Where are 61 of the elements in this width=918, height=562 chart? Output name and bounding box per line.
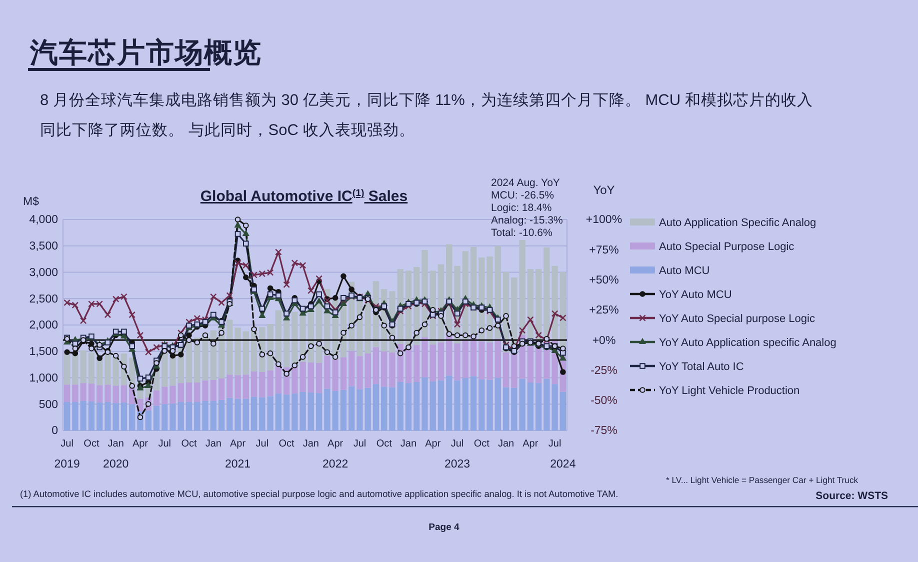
x-tick-label: Jan	[302, 438, 319, 450]
x-tick-label: Oct	[474, 438, 490, 450]
x-tick-label: Apr 2021	[224, 438, 251, 470]
x-tick-label: Jan	[498, 438, 514, 450]
x-tick-label: Oct	[181, 438, 197, 450]
legend-label: YoY Auto Application specific Analog	[659, 337, 836, 349]
y2-tick-label: -25%	[590, 364, 618, 377]
y2-tick-label: +50%	[589, 274, 619, 286]
y-tick-label: 2,500	[29, 293, 58, 306]
x-tick-label: Apr	[522, 438, 539, 450]
y-tick-label: 3,000	[29, 266, 58, 279]
text: 2024 Aug. YoY	[491, 177, 560, 189]
x-tick-label: Oct	[376, 438, 392, 450]
y-tick-label: 0	[52, 425, 58, 438]
legend-label: YoY Auto MCU	[659, 289, 732, 301]
legend-label: YoY Total Auto IC	[659, 361, 744, 373]
y2-tick-label: +0%	[592, 334, 616, 347]
x-tick-label: Jul 2023	[444, 438, 470, 470]
x-tick-label: Jul	[353, 438, 366, 450]
x-tick-label: Apr	[425, 438, 442, 450]
annotation: Analog: -15.3%	[491, 214, 563, 226]
x-tick-label: Oct	[278, 438, 295, 450]
x-tick-label: 2024	[550, 458, 576, 470]
x-tick-label: Jan	[400, 438, 417, 450]
text: Global Automotive IC$^{(1)}$ Sales	[200, 188, 408, 205]
x-tick-label: Jul 2019	[54, 438, 80, 470]
legend-label: Auto Application Specific Analog	[659, 217, 816, 229]
y-tick-label: 3,500	[29, 240, 58, 253]
annotation: Total: -10.6%	[491, 227, 552, 239]
y-tick-label: 2,000	[29, 320, 58, 332]
y-tick-label: 4,000	[29, 214, 58, 226]
text: MCU: -26.5%	[491, 190, 554, 202]
y-tick-label: 1,500	[29, 346, 58, 358]
chart-subtitle: 8 月份全球汽车集成电路销售额为 30 亿美元，同比下降 11%，为连续第四个月下降。 MCU 和模拟芯片的收入同比下降了两位数。 与此同时，SoC 收入表现强劲。	[40, 90, 814, 141]
legend-label: YoY Auto Special purpose Logic	[659, 313, 816, 325]
y2-tick-label: +25%	[589, 304, 619, 317]
legend-label: YoY Light Vehicle Production	[659, 385, 800, 397]
text: (1) Automotive IC includes automotive MCU, automotive special purpose logic and automotive application specific analog. It is not Automotive TAM.	[20, 489, 618, 499]
y2-axis-title: YoY	[593, 183, 615, 197]
y2-tick-label: +75%	[589, 244, 619, 256]
source-note: Source: WSTS	[816, 490, 888, 502]
chart-title: 汽车芯片市场概览	[30, 36, 262, 70]
x-tick-label: Jul	[256, 438, 269, 450]
x-tick-label: Oct	[84, 438, 100, 450]
x-tick-label: Jul	[548, 438, 562, 450]
text: * LV... Light Vehicle = Passenger Car + Light Truck	[666, 475, 859, 485]
y-tick-label: 1,000	[29, 372, 58, 384]
x-tick-label: Jan	[205, 438, 222, 450]
x-tick-label: Apr	[132, 438, 149, 450]
legend-label: Auto Special Purpose Logic	[659, 241, 795, 253]
x-tick-label: Jul	[158, 438, 172, 450]
x-tick-label: Apr 2022	[322, 438, 348, 470]
text: Logic: 18.4%	[491, 202, 552, 214]
legend-label: Auto MCU	[659, 265, 710, 277]
y-tick-label: 500	[38, 398, 58, 411]
y2-tick-label: -75%	[590, 425, 618, 438]
x-tick-label: Jan 2020	[103, 438, 129, 470]
text: Page 4	[428, 522, 460, 533]
y2-tick-label: -50%	[590, 395, 618, 408]
y-axis-title: M$	[23, 196, 40, 208]
y2-tick-label: +100%	[586, 214, 622, 226]
